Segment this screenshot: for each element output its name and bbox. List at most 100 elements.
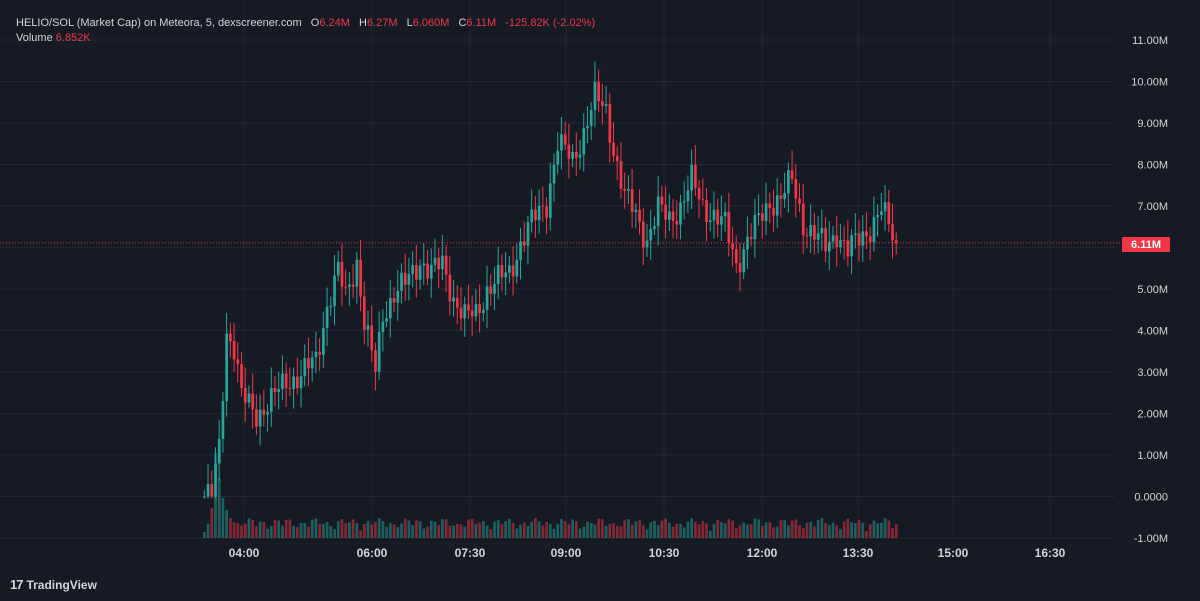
candle-body xyxy=(619,161,623,189)
brand-name: TradingView xyxy=(26,577,97,592)
candle-body xyxy=(839,240,842,248)
candle-body xyxy=(723,211,727,217)
volume-bar xyxy=(489,529,493,538)
candle-body xyxy=(768,203,772,208)
candle-body xyxy=(385,318,388,322)
volume-bar xyxy=(292,525,295,538)
volume-bar xyxy=(478,522,481,538)
volume-bar xyxy=(288,519,292,538)
volume-bar xyxy=(787,525,790,538)
candle-body xyxy=(251,393,255,410)
volume-bar xyxy=(206,523,210,538)
volume-bar xyxy=(530,521,534,538)
candle-body xyxy=(894,240,898,243)
volume-bar xyxy=(281,525,284,538)
volume-bar xyxy=(638,520,641,538)
candle-body xyxy=(742,249,746,273)
candle-body xyxy=(749,236,753,240)
volume-bar xyxy=(496,519,500,538)
y-tick-label: 4.00M xyxy=(1137,326,1168,338)
candle-body xyxy=(671,211,675,221)
candle-body xyxy=(761,213,764,221)
candle-body xyxy=(805,235,809,237)
volume-bar xyxy=(560,519,563,538)
volume-bar xyxy=(433,521,437,538)
candle-body xyxy=(422,263,426,266)
volume-bar xyxy=(366,521,370,538)
candle-body xyxy=(541,205,545,207)
candle-body xyxy=(329,305,333,307)
candle-body xyxy=(571,151,574,159)
volume-bar xyxy=(589,522,593,538)
candle-body xyxy=(470,310,474,317)
candle-body xyxy=(467,304,470,311)
volume-bar xyxy=(894,524,898,538)
candle-body xyxy=(589,109,593,126)
volume-bar xyxy=(668,522,671,538)
volume-bar xyxy=(556,523,560,538)
candle-body xyxy=(474,304,478,317)
candle-body xyxy=(515,259,519,277)
volume-bar xyxy=(850,522,853,538)
candle-body xyxy=(608,104,612,143)
volume-bar xyxy=(396,527,400,538)
y-tick-label: 11.00M xyxy=(1132,35,1168,47)
candle-body xyxy=(411,265,415,275)
volume-bar xyxy=(686,521,690,538)
volume-bar xyxy=(537,521,541,538)
candle-body xyxy=(861,231,865,246)
change-value: -125.82K (-2.02%) xyxy=(505,17,596,29)
volume-legend: Volume 6.852K xyxy=(16,32,91,44)
volume-bar xyxy=(757,519,760,538)
volume-bar xyxy=(586,521,589,538)
volume-bar xyxy=(515,528,519,538)
volume-bar xyxy=(630,524,634,538)
candle-body xyxy=(519,241,522,260)
x-tick-label: 15:00 xyxy=(938,546,969,560)
candle-body xyxy=(522,241,526,246)
candle-body xyxy=(801,203,805,236)
volume-bar xyxy=(482,521,485,538)
candle-body xyxy=(694,164,697,188)
close-value: 6.11M xyxy=(466,17,497,29)
volume-bar xyxy=(385,527,388,538)
volume-bar xyxy=(221,498,225,538)
volume-bar xyxy=(370,524,374,538)
volume-bar xyxy=(615,525,619,538)
candle-body xyxy=(400,272,403,291)
volume-bar xyxy=(229,518,232,538)
tradingview-brand[interactable]: 17 TradingView xyxy=(10,577,97,592)
x-tick-label: 12:00 xyxy=(747,546,778,560)
volume-bar xyxy=(493,521,496,538)
y-tick-label: -1.00M xyxy=(1134,533,1168,545)
open-label: O xyxy=(310,17,320,29)
volume-bar xyxy=(485,525,489,538)
volume-bar xyxy=(865,531,868,538)
volume-bar xyxy=(240,525,243,538)
candle-body xyxy=(775,195,779,216)
candle-body xyxy=(575,151,578,158)
y-tick-label: 0.0000 xyxy=(1134,492,1168,504)
volume-bar xyxy=(444,519,448,538)
volume-bar xyxy=(474,524,478,538)
volume-bar xyxy=(452,525,455,538)
y-axis: 11.00M10.00M9.00M8.00M7.00M6.00M5.00M4.0… xyxy=(1131,35,1168,545)
volume-bar xyxy=(359,530,362,538)
volume-bar xyxy=(746,524,749,538)
volume-bar xyxy=(809,521,813,538)
volume-bar xyxy=(723,523,727,538)
candle-body xyxy=(437,257,441,270)
candle-body xyxy=(582,128,586,155)
volume-bar xyxy=(593,524,597,538)
candle-body xyxy=(366,325,370,330)
volume-bar xyxy=(578,528,582,538)
volume-bar xyxy=(411,525,415,538)
volume-bar xyxy=(842,521,846,538)
candle-body xyxy=(638,209,641,222)
candle-body xyxy=(322,327,325,355)
candle-body xyxy=(653,226,656,230)
candle-body xyxy=(448,274,452,302)
volume-bar xyxy=(381,521,385,538)
volume-bar xyxy=(883,518,887,538)
